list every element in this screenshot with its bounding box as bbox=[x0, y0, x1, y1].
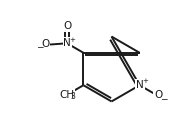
Text: N: N bbox=[136, 80, 144, 90]
Text: 3: 3 bbox=[70, 92, 75, 101]
Text: +: + bbox=[70, 37, 75, 43]
Text: −: − bbox=[160, 94, 167, 103]
Text: CH: CH bbox=[59, 90, 74, 99]
Text: N: N bbox=[64, 38, 71, 48]
Text: +: + bbox=[142, 78, 148, 84]
Text: O: O bbox=[41, 39, 50, 49]
Text: O: O bbox=[63, 21, 71, 31]
Text: O: O bbox=[154, 90, 162, 100]
Text: −: − bbox=[36, 43, 44, 52]
